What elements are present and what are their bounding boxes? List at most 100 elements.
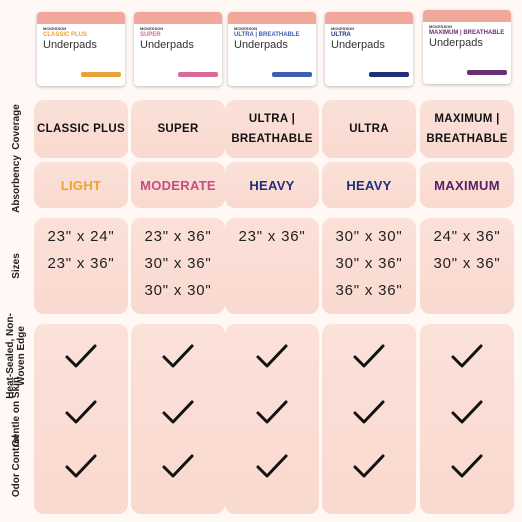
package-title: SUPER — [140, 32, 161, 38]
coverage-text: BREATHABLE — [426, 133, 508, 145]
package-name: Underpads — [43, 39, 97, 51]
check-mark — [65, 454, 97, 478]
sizes-cell: 24" x 36" 30" x 36" — [420, 218, 514, 314]
coverage-text: MAXIMUM | — [434, 113, 500, 125]
check-icon — [256, 344, 288, 368]
size-text: 23" x 36" — [238, 228, 306, 245]
package-title: ULTRA | BREATHABLE — [234, 32, 300, 38]
check-icon — [162, 344, 194, 368]
package-band — [37, 12, 125, 24]
size-text: 24" x 36" — [433, 228, 501, 245]
check-mark — [353, 400, 385, 424]
row-label: Odor Control — [10, 434, 22, 498]
package-title: ULTRA — [331, 32, 351, 38]
package-image: MCKESSON ULTRA | BREATHABLE Underpads — [228, 12, 316, 86]
check-mark — [451, 344, 483, 368]
package-band — [423, 10, 511, 22]
check-icon — [256, 400, 288, 424]
coverage-cell: CLASSIC PLUS — [34, 100, 128, 158]
sizes-cell: 23" x 36" 30" x 36" 30" x 30" — [131, 218, 225, 314]
package-brand: MCKESSON — [43, 26, 67, 31]
package-name: Underpads — [429, 37, 483, 49]
check-mark — [65, 344, 97, 368]
check-mark — [256, 400, 288, 424]
features-cell — [34, 324, 128, 514]
size-text: 30" x 36" — [335, 255, 403, 272]
features-cell — [225, 324, 319, 514]
check-icon — [353, 400, 385, 424]
absorbency-text: MODERATE — [140, 177, 216, 193]
features-cell — [131, 324, 225, 514]
package-brand: MCKESSON — [429, 24, 453, 29]
package-title: MAXIMUM | BREATHABLE — [429, 30, 505, 36]
size-text: 30" x 36" — [433, 255, 501, 272]
check-mark — [162, 344, 194, 368]
check-icon — [451, 400, 483, 424]
check-icon — [353, 454, 385, 478]
package-name: Underpads — [140, 39, 194, 51]
check-icon — [65, 454, 97, 478]
check-icon — [451, 344, 483, 368]
absorbency-cell: MAXIMUM — [420, 162, 514, 208]
check-icon — [162, 454, 194, 478]
absorbency-text: MAXIMUM — [434, 177, 500, 193]
absorbency-text: HEAVY — [346, 177, 392, 193]
coverage-cell: MAXIMUM | BREATHABLE — [420, 100, 514, 158]
absorbency-cell: HEAVY — [225, 162, 319, 208]
check-mark — [65, 400, 97, 424]
absorbency-cell: MODERATE — [131, 162, 225, 208]
package-name: Underpads — [331, 39, 385, 51]
size-text: 30" x 30" — [144, 282, 212, 299]
package-image: MCKESSON ULTRA Underpads — [325, 12, 413, 86]
coverage-cell: ULTRA | BREATHABLE — [225, 100, 319, 158]
check-mark — [162, 454, 194, 478]
package-image: MCKESSON MAXIMUM | BREATHABLE Underpads — [423, 10, 511, 84]
size-text: 23" x 36" — [144, 228, 212, 245]
package-band — [134, 12, 222, 24]
absorbency-cell: LIGHT — [34, 162, 128, 208]
size-text: 30" x 30" — [335, 228, 403, 245]
package-stripe — [178, 72, 218, 77]
absorbency-text: HEAVY — [249, 177, 295, 193]
check-icon — [256, 454, 288, 478]
check-icon — [65, 400, 97, 424]
check-icon — [65, 344, 97, 368]
sizes-cell: 23" x 24" 23" x 36" — [34, 218, 128, 314]
check-mark — [451, 400, 483, 424]
package-stripe — [81, 72, 121, 77]
package-stripe — [272, 72, 312, 77]
package-brand: MCKESSON — [140, 26, 164, 31]
package-image: MCKESSON CLASSIC PLUS Underpads — [37, 12, 125, 86]
package-band — [325, 12, 413, 24]
coverage-text: ULTRA | — [248, 113, 296, 125]
coverage-text: BREATHABLE — [231, 133, 313, 145]
package-name: Underpads — [234, 39, 288, 51]
check-mark — [353, 454, 385, 478]
features-cell — [420, 324, 514, 514]
size-text: 23" x 24" — [47, 228, 115, 245]
size-text: 30" x 36" — [144, 255, 212, 272]
check-mark — [162, 400, 194, 424]
size-text: 36" x 36" — [335, 282, 403, 299]
absorbency-cell: HEAVY — [322, 162, 416, 208]
check-icon — [353, 344, 385, 368]
package-title: CLASSIC PLUS — [43, 32, 88, 38]
check-mark — [256, 454, 288, 478]
row-label: Sizes — [10, 253, 22, 279]
check-mark — [256, 344, 288, 368]
coverage-cell: ULTRA — [322, 100, 416, 158]
check-mark — [353, 344, 385, 368]
coverage-text: CLASSIC PLUS — [37, 123, 125, 135]
sizes-cell: 30" x 30" 30" x 36" 36" x 36" — [322, 218, 416, 314]
coverage-text: ULTRA — [349, 123, 389, 135]
package-image: MCKESSON SUPER Underpads — [134, 12, 222, 86]
coverage-text: SUPER — [157, 123, 199, 135]
absorbency-text: LIGHT — [60, 177, 102, 193]
package-stripe — [369, 72, 409, 77]
check-mark — [451, 454, 483, 478]
package-brand: MCKESSON — [331, 26, 355, 31]
size-text: 23" x 36" — [47, 255, 115, 272]
coverage-cell: SUPER — [131, 100, 225, 158]
